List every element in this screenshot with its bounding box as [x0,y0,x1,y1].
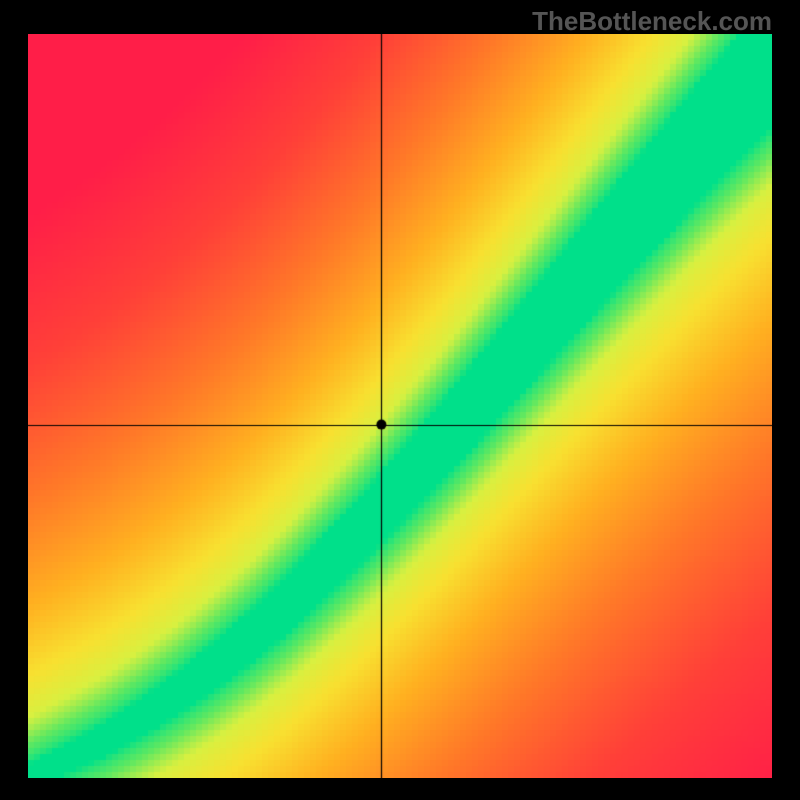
bottleneck-heatmap [28,34,772,778]
chart-container: { "watermark": { "text": "TheBottleneck.… [0,0,800,800]
watermark-text: TheBottleneck.com [532,6,772,37]
